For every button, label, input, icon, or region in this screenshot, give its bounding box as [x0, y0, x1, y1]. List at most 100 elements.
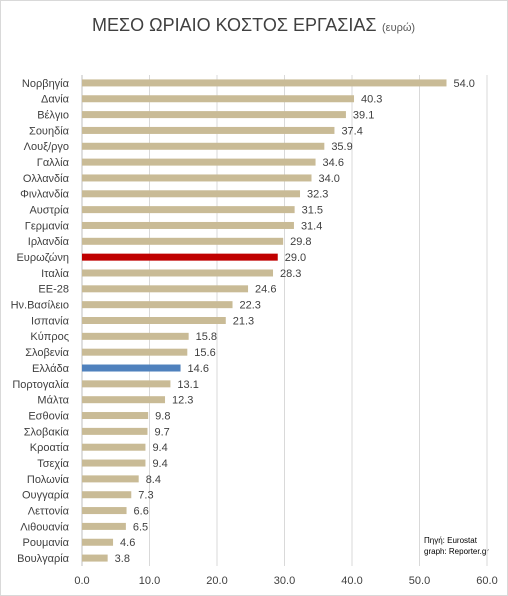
value-label: 13.1	[177, 379, 198, 391]
bar	[82, 443, 146, 451]
value-label: 24.6	[255, 284, 276, 296]
bar	[82, 364, 181, 372]
y-tick-label: Βέλγιο	[37, 110, 69, 122]
x-tick-label: 40.0	[341, 575, 362, 587]
value-label: 29.8	[290, 236, 311, 248]
y-tick-label: Κύπρος	[30, 331, 69, 343]
y-tick-label: Ισπανία	[31, 315, 70, 327]
y-tick-label: Ιρλανδία	[28, 236, 70, 248]
bar	[82, 206, 295, 214]
chart-title: ΜΕΣΟ ΩΡΙΑΙΟ ΚΟΣΤΟΣ ΕΡΓΑΣΙΑΣ	[92, 15, 377, 35]
bar	[82, 237, 284, 245]
bar	[82, 269, 274, 277]
bar	[82, 301, 233, 309]
bar	[82, 507, 127, 515]
y-tick-label: Εσθονία	[28, 410, 69, 422]
y-tick-label: Λεττονία	[28, 505, 70, 517]
bar	[82, 190, 301, 198]
value-label: 7.3	[138, 490, 153, 502]
y-tick-label: Δανία	[41, 94, 70, 106]
bar	[82, 348, 188, 356]
value-label: 6.6	[134, 505, 149, 517]
value-label: 21.3	[233, 315, 254, 327]
y-tick-label: Ιταλία	[41, 268, 70, 280]
y-tick-label: Αυστρία	[29, 205, 69, 217]
bar	[82, 522, 126, 530]
value-label: 35.9	[331, 141, 352, 153]
x-tick-label: 20.0	[206, 575, 227, 587]
bar	[82, 491, 132, 499]
x-tick-label: 50.0	[409, 575, 430, 587]
y-tick-label: Τσεχία	[37, 458, 69, 470]
value-label: 37.4	[341, 125, 362, 137]
y-tick-label: Ολλανδία	[23, 173, 70, 185]
bar	[82, 538, 114, 546]
value-label: 28.3	[280, 268, 301, 280]
bar	[82, 253, 278, 261]
value-label: 4.6	[120, 537, 135, 549]
source: Πηγή: Eurostat	[424, 536, 478, 545]
value-label: 34.6	[323, 157, 344, 169]
y-tick-label: ΕΕ-28	[38, 284, 69, 296]
value-label: 54.0	[454, 78, 475, 90]
y-tick-label: Λουξ/ργο	[24, 141, 69, 153]
bar	[82, 380, 171, 388]
value-label: 9.7	[154, 426, 169, 438]
value-label: 31.4	[301, 220, 322, 232]
y-tick-label: Ην.Βασίλειο	[11, 300, 69, 312]
value-label: 22.3	[240, 300, 261, 312]
bar	[82, 412, 149, 420]
credit: graph: Reporter.gr	[424, 547, 489, 556]
x-tick-label: 0.0	[74, 575, 89, 587]
value-label: 14.6	[188, 363, 209, 375]
bar	[82, 158, 316, 166]
bar	[82, 174, 312, 182]
value-label: 39.1	[353, 110, 374, 122]
y-tick-label: Γαλλία	[37, 157, 70, 169]
value-label: 32.3	[307, 189, 328, 201]
value-label: 15.8	[196, 331, 217, 343]
y-tick-label: Νορβηγία	[22, 78, 70, 90]
value-label: 9.4	[152, 458, 167, 470]
y-tick-label: Σλοβακία	[24, 426, 70, 438]
bar	[82, 396, 166, 404]
bar	[82, 79, 447, 87]
bar	[82, 317, 226, 324]
value-label: 8.4	[146, 474, 161, 486]
bar	[82, 554, 108, 562]
value-label: 15.6	[194, 347, 215, 359]
bar	[82, 285, 249, 293]
value-label: 31.5	[302, 205, 323, 217]
bar	[82, 459, 146, 467]
y-tick-label: Σουηδία	[29, 125, 70, 137]
y-tick-label: Ρουμανία	[23, 537, 70, 549]
y-tick-label: Γερμανία	[25, 220, 70, 232]
x-tick-label: 30.0	[274, 575, 295, 587]
bar	[82, 126, 335, 134]
bar	[82, 427, 148, 435]
bar	[82, 475, 139, 483]
value-label: 12.3	[172, 395, 193, 407]
value-label: 9.4	[152, 442, 167, 454]
y-tick-label: Πορτογαλία	[12, 379, 69, 391]
y-tick-label: Ελλάδα	[32, 363, 70, 375]
bar	[82, 332, 189, 340]
y-tick-label: Βουλγαρία	[17, 553, 70, 565]
chart-subtitle: (ευρώ)	[382, 22, 415, 34]
bar	[82, 142, 325, 150]
y-tick-label: Λιθουανία	[20, 521, 69, 533]
value-label: 29.0	[285, 252, 306, 264]
value-label: 40.3	[361, 94, 382, 106]
bar	[82, 95, 355, 103]
value-label: 6.5	[133, 521, 148, 533]
value-label: 34.0	[319, 173, 340, 185]
y-tick-label: Πολωνία	[27, 474, 70, 486]
y-tick-label: Φινλανδία	[20, 189, 69, 201]
x-tick-label: 60.0	[476, 575, 497, 587]
y-tick-label: Σλοβενία	[25, 347, 69, 359]
y-tick-label: Ευρωζώνη	[16, 252, 69, 264]
y-tick-label: Ουγγαρία	[22, 490, 70, 502]
y-tick-label: Κροατία	[30, 442, 70, 454]
